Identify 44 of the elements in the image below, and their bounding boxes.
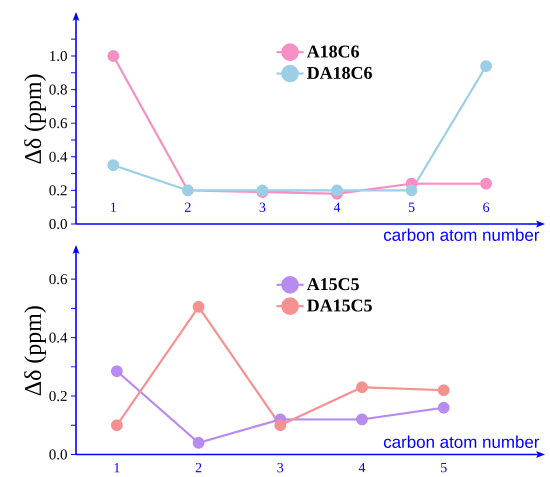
y-tick-label: 0.6 (49, 274, 68, 284)
point (406, 184, 418, 196)
y-tick-label: 0.2 (49, 185, 67, 196)
x-tick-label: 2 (196, 462, 202, 472)
point (110, 419, 123, 432)
point (192, 436, 204, 449)
point (480, 178, 492, 190)
legend-label: A15C5 (306, 278, 359, 290)
x-tick-label: 4 (334, 202, 340, 212)
point (107, 50, 120, 62)
x-tick-label: 3 (260, 202, 266, 212)
y-tick-label: 0.6 (49, 118, 68, 128)
point (356, 414, 368, 426)
y-axis-title: Δδ (ppm) (24, 306, 46, 396)
point (274, 419, 286, 432)
point (480, 60, 492, 72)
point (107, 159, 120, 172)
x-tick-label: 1 (114, 462, 120, 472)
x-tick-label: 2 (184, 202, 191, 212)
point (110, 365, 123, 378)
x-tick-label: 5 (408, 202, 414, 212)
legend-label: DA18C6 (307, 66, 372, 79)
x-axis-title: carbon atom number (384, 228, 540, 241)
x-tick-label: 1 (111, 202, 116, 212)
x-tick-label: 4 (358, 462, 366, 472)
point (331, 184, 343, 196)
x-axis-title: carbon atom number (384, 436, 540, 448)
x-tick-label: 3 (277, 462, 284, 472)
legend-label: DA15C5 (307, 299, 372, 312)
point (192, 301, 204, 313)
y-axis-title: Δδ (ppm) (24, 74, 46, 164)
x-tick-label: 6 (483, 202, 490, 212)
y-tick-label: 0.4 (49, 332, 68, 343)
legend-label: A18C6 (306, 45, 359, 58)
x-tick-label: 5 (441, 462, 447, 472)
point (438, 402, 450, 414)
y-tick-label: 0.2 (49, 390, 67, 402)
point (438, 384, 450, 396)
y-tick-label: 0.0 (49, 218, 67, 230)
y-tick-label: 0.4 (49, 152, 68, 162)
y-tick-label: 0.8 (49, 84, 67, 95)
y-tick-label: 0.0 (49, 449, 67, 460)
y-tick-label: 1.0 (50, 50, 67, 62)
point (356, 381, 368, 394)
